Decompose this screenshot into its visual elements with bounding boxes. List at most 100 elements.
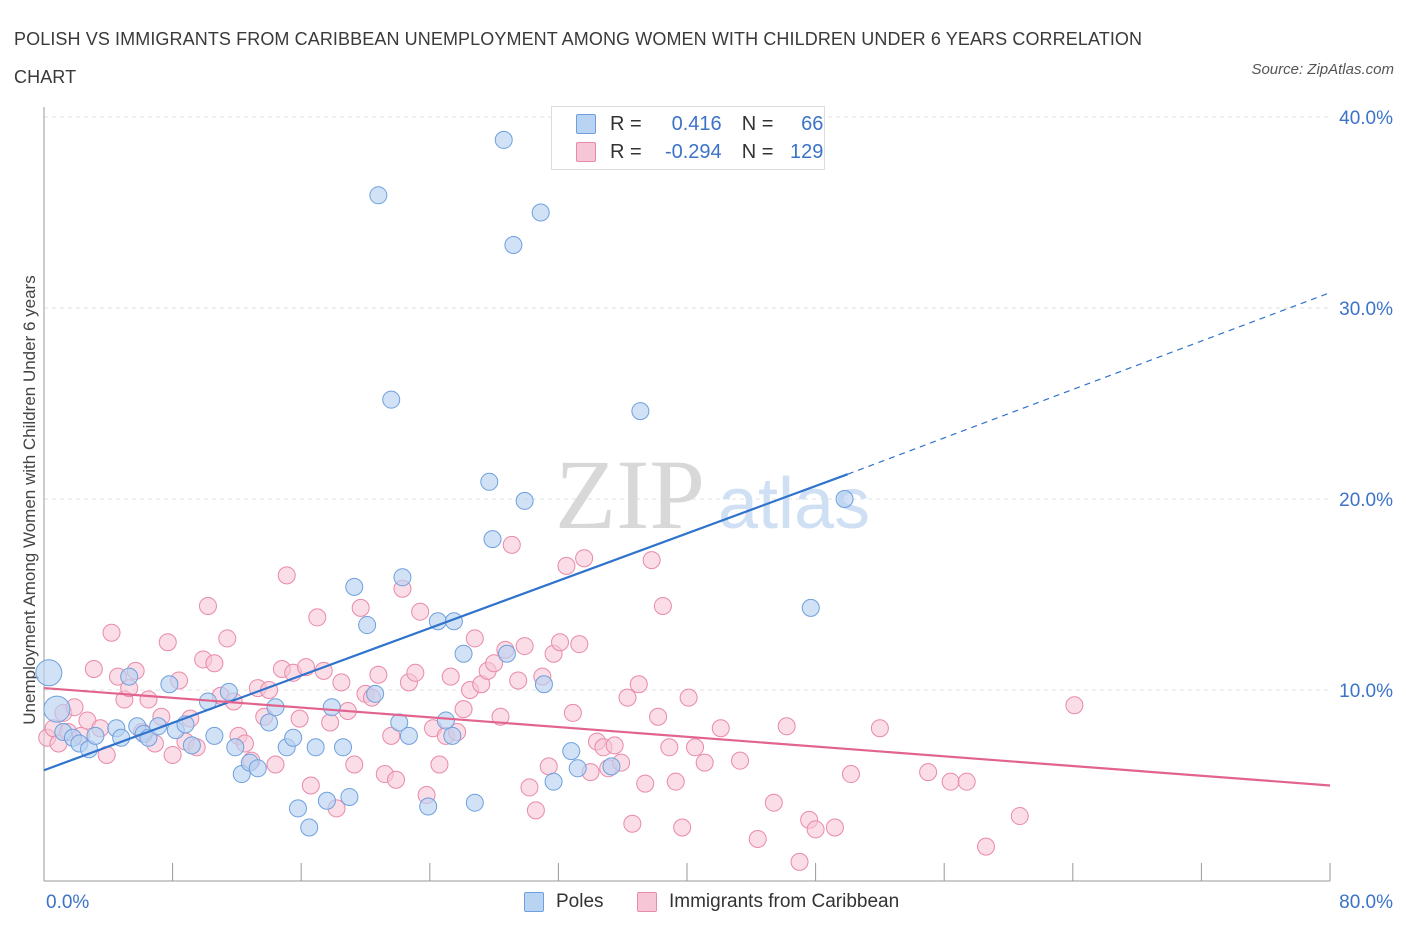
- caribbean-point: [509, 671, 528, 690]
- watermark-zip: ZIP: [555, 439, 705, 550]
- caribbean-point: [653, 596, 672, 615]
- caribbean-point: [277, 566, 296, 585]
- poles-point: [835, 490, 854, 508]
- poles-point: [284, 728, 303, 747]
- poles-point: [35, 659, 63, 687]
- caribbean-point: [321, 713, 340, 732]
- caribbean-trend-line: [43, 686, 1331, 787]
- caribbean-legend-label: Immigrants from Caribbean: [669, 891, 900, 912]
- legend-row-caribbean: R = -0.294 N = 129: [576, 139, 823, 165]
- trend-lines: [43, 292, 1331, 787]
- series-poles-points: [35, 130, 854, 837]
- poles-point: [182, 736, 201, 755]
- caribbean-point: [430, 755, 449, 774]
- caribbean-point: [551, 633, 570, 652]
- grid-lines: [44, 116, 1330, 691]
- poles-point: [43, 695, 71, 723]
- legend-n-value: 129: [790, 140, 824, 163]
- caribbean-point: [748, 829, 767, 848]
- caribbean-point: [387, 770, 406, 789]
- caribbean-point: [629, 675, 648, 694]
- poles-point: [160, 675, 179, 694]
- poles-point: [534, 675, 553, 694]
- poles-point: [544, 772, 563, 791]
- caribbean-point: [84, 659, 103, 678]
- poles-point: [345, 577, 364, 596]
- caribbean-point: [777, 717, 796, 736]
- caribbean-point: [266, 755, 285, 774]
- caribbean-point: [382, 726, 401, 745]
- caribbean-point: [825, 818, 844, 837]
- caribbean-point: [731, 751, 750, 770]
- poles-point: [266, 698, 285, 717]
- poles-point: [219, 682, 238, 701]
- y-tick-label: 30.0%: [1339, 299, 1393, 320]
- caribbean-point: [686, 738, 705, 757]
- poles-point: [631, 402, 650, 421]
- caribbean-point: [369, 665, 388, 684]
- caribbean-point: [515, 637, 534, 656]
- caribbean-point: [570, 635, 589, 654]
- caribbean-point: [198, 596, 217, 615]
- poles-point: [454, 644, 473, 663]
- poles-point: [515, 491, 534, 510]
- poles-point: [317, 791, 336, 810]
- caribbean-point: [539, 757, 558, 776]
- poles-point: [86, 726, 105, 745]
- caribbean-point: [575, 549, 594, 568]
- caribbean-point: [102, 623, 121, 642]
- poles-point: [436, 711, 455, 730]
- poles-point: [562, 742, 581, 761]
- legend-n-label: N =: [741, 140, 774, 163]
- poles-point: [480, 472, 499, 491]
- caribbean-point: [673, 818, 692, 837]
- tick-labels: 10.0% 20.0% 30.0% 40.0% 0.0% 80.0%: [46, 108, 1393, 913]
- poles-point: [288, 799, 307, 818]
- caribbean-point: [139, 690, 158, 709]
- poles-point: [801, 598, 820, 617]
- caribbean-point: [618, 688, 637, 707]
- correlation-legend: R = 0.416 N = 66 R = -0.294 N = 129: [551, 106, 825, 170]
- caribbean-point: [557, 556, 576, 575]
- poles-point: [366, 684, 385, 703]
- caribbean-point: [158, 633, 177, 652]
- axes: [43, 107, 1331, 882]
- bottom-legend-poles: Poles: [524, 888, 604, 916]
- poles-point: [205, 726, 224, 745]
- poles-point: [322, 698, 341, 717]
- caribbean-point: [411, 602, 430, 621]
- legend-r-label: R =: [610, 140, 642, 163]
- caribbean-point: [301, 776, 320, 795]
- poles-point: [226, 738, 245, 757]
- caribbean-point: [623, 814, 642, 833]
- poles-point: [358, 616, 377, 635]
- caribbean-point: [764, 793, 783, 812]
- poles-point: [419, 797, 438, 816]
- caribbean-point: [711, 719, 730, 738]
- poles-legend-label: Poles: [556, 891, 604, 912]
- caribbean-point: [679, 688, 698, 707]
- source-label: Source: ZipAtlas.com: [1251, 61, 1394, 78]
- poles-point: [300, 818, 319, 837]
- legend-row-poles: R = 0.416 N = 66: [576, 111, 823, 137]
- legend-n-value: 66: [801, 112, 824, 135]
- poles-point: [333, 738, 352, 757]
- legend-r-value: -0.294: [664, 140, 722, 163]
- poles-point: [483, 530, 502, 549]
- caribbean-point: [526, 801, 545, 820]
- watermark: ZIP atlas: [555, 439, 870, 550]
- bottom-legend-caribbean: Immigrants from Caribbean: [637, 888, 899, 916]
- poles-point: [120, 667, 139, 686]
- caribbean-point: [218, 629, 237, 648]
- caribbean-point: [1010, 807, 1029, 826]
- series-caribbean-points: [38, 535, 1084, 871]
- caribbean-point: [919, 763, 938, 782]
- x-tick-label-max: 80.0%: [1339, 892, 1393, 913]
- caribbean-point: [666, 772, 685, 791]
- poles-trend-extension: [847, 292, 1331, 475]
- poles-point: [465, 793, 484, 812]
- x-tick-label-min: 0.0%: [46, 892, 89, 913]
- caribbean-point: [957, 772, 976, 791]
- poles-point: [443, 726, 462, 745]
